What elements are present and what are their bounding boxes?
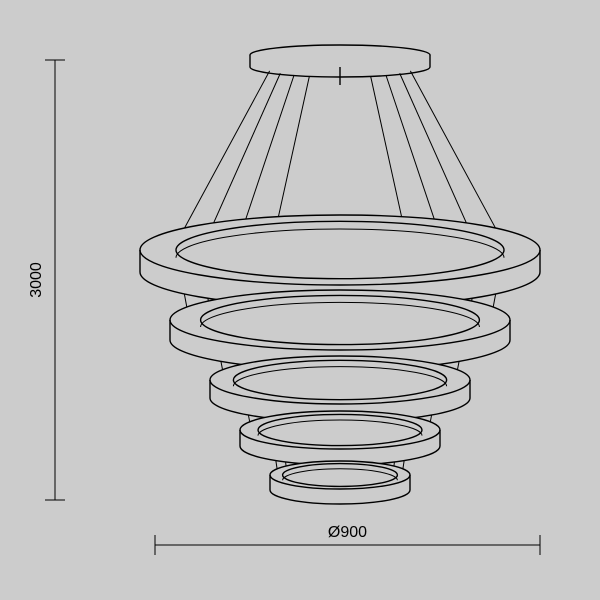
- ring-3: [240, 411, 440, 465]
- rings: [140, 215, 540, 504]
- ring-4: [270, 461, 410, 504]
- dimension-width-label: Ø900: [328, 524, 367, 541]
- technical-drawing: 3000 Ø900: [0, 0, 600, 600]
- dimension-width: Ø900: [155, 524, 540, 555]
- ceiling-mount: [250, 45, 430, 85]
- dimension-height: 3000: [28, 60, 65, 500]
- dimension-height-label: 3000: [28, 262, 45, 298]
